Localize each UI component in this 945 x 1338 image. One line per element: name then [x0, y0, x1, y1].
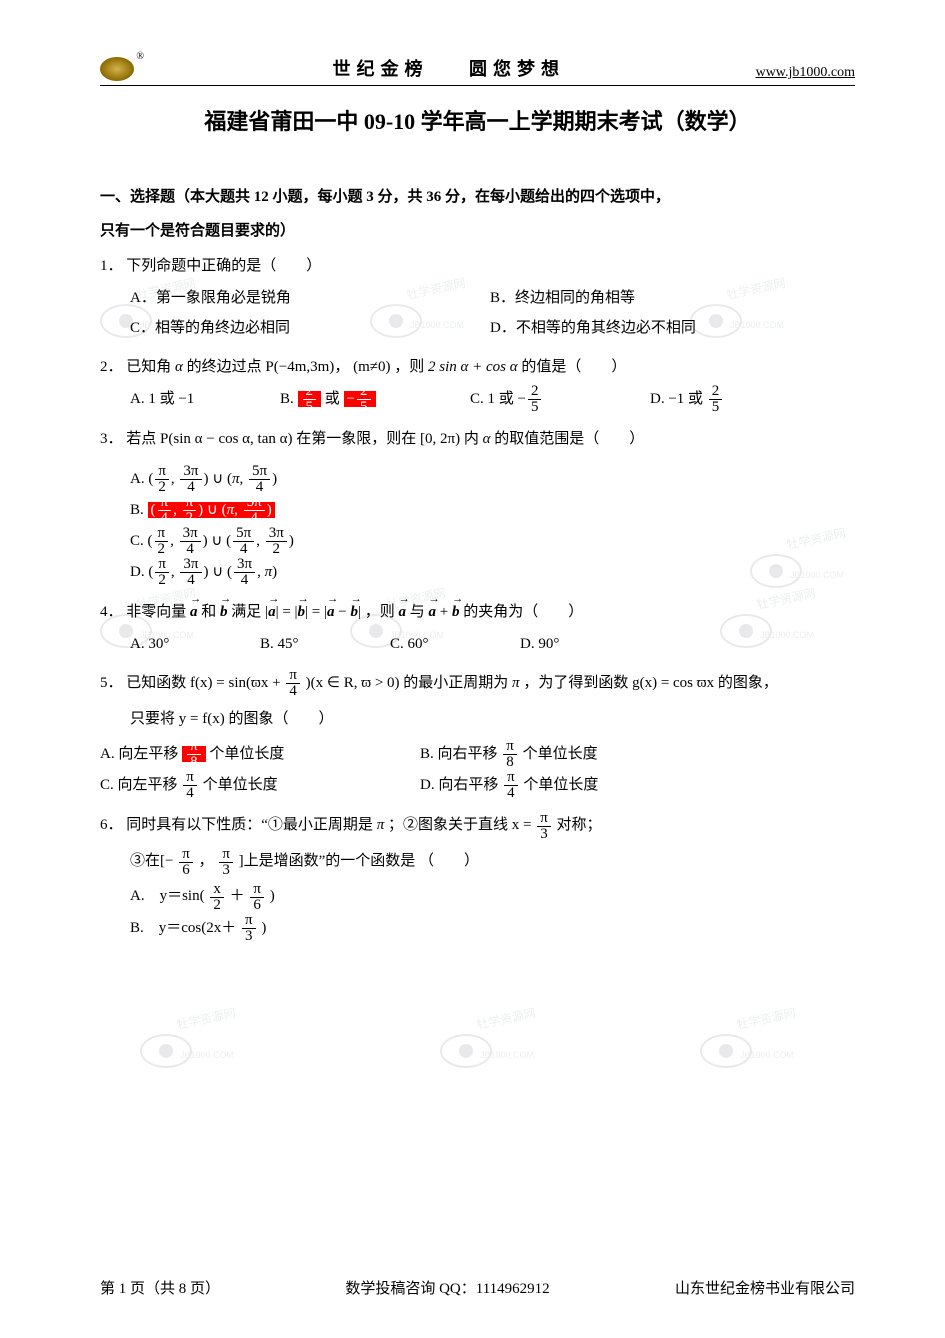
- question-2: 2． 已知角 α 的终边过点 P(−4m,3m)， (m≠0) ，则 2 sin…: [100, 351, 855, 415]
- option-C: C. (π2, 3π4) ∪ (5π4, 3π2): [130, 526, 450, 557]
- question-number: 2．: [100, 351, 123, 384]
- slogan-1: 世纪金榜: [333, 59, 429, 79]
- document-title: 福建省莆田一中 09-10 学年高一上学期期末考试（数学）: [100, 104, 855, 136]
- header-slogan: 世纪金榜 圆您梦想: [142, 55, 756, 81]
- option-D: D. 向右平移 π4 个单位长度: [420, 770, 680, 801]
- option-B: B. y＝cos(2x＋ π3 ): [130, 913, 450, 944]
- option-D: D. −1 或 25: [650, 384, 770, 415]
- question-stem: 已知角 α 的终边过点 P(−4m,3m)， (m≠0) ，则 2 sin α …: [126, 359, 626, 375]
- question-stem: 非零向量 a 和 b 满足 |a| = |b| = |a − b| ，则 a 与…: [126, 604, 583, 620]
- question-number: 3．: [100, 423, 123, 456]
- page-header: ® 世纪金榜 圆您梦想 www.jb1000.com: [100, 55, 855, 86]
- question-5: 5． 已知函数 f(x) = sin(ϖx + π4 )(x ∈ R, ϖ > …: [100, 667, 855, 801]
- question-number: 4．: [100, 596, 123, 629]
- slogan-2: 圆您梦想: [469, 59, 565, 79]
- option-A: A. y＝sin( x2 ＋ π6 ): [130, 881, 450, 912]
- watermark: 牡学资源网 JB1000.COM: [700, 1010, 820, 1080]
- question-number: 5．: [100, 667, 123, 700]
- watermark: 牡学资源网 JB1000.COM: [140, 1010, 260, 1080]
- option-B: B．终边相同的角相等: [490, 283, 690, 313]
- section-heading-line1: 一、选择题（本大题共 12 小题，每小题 3 分，共 36 分，在每小题给出的四…: [100, 182, 855, 212]
- question-stem-line2: ③在[− π6 ， π3 ]上是增函数”的一个函数是 （ ）: [130, 842, 855, 881]
- question-stem: 若点 P(sin α − cos α, tan α) 在第一象限，则在 [0, …: [126, 431, 644, 447]
- header-url: www.jb1000.com: [756, 65, 855, 81]
- question-number: 1．: [100, 250, 123, 283]
- option-B: B. (π4, π2) ∪ (π, 5π4): [130, 495, 450, 526]
- option-C: C. 向左平移 π4 个单位长度: [100, 770, 360, 801]
- footer-contact: 数学投稿咨询 QQ：1114962912: [345, 1277, 549, 1298]
- question-stem: 同时具有以下性质：“①最小正周期是 π ；②图象关于直线 x = π3 对称；: [126, 817, 601, 833]
- question-4: 4． 非零向量 a 和 b 满足 |a| = |b| = |a − b| ，则 …: [100, 596, 855, 659]
- page: 牡学资源网 JB1000.COM 牡学资源网 JB1000.COM 牡学资源网 …: [0, 0, 945, 1338]
- option-A: A. 1 或 −1: [130, 384, 240, 415]
- question-6: 6． 同时具有以下性质：“①最小正周期是 π ；②图象关于直线 x = π3 对…: [100, 809, 855, 943]
- option-C: C. 60°: [390, 629, 480, 659]
- option-C: C. 1 或 −25: [470, 384, 610, 415]
- question-stem: 下列命题中正确的是（ ）: [126, 258, 321, 274]
- footer-company: 山东世纪金榜书业有限公司: [675, 1277, 855, 1298]
- option-B: B. 45°: [260, 629, 350, 659]
- option-D: D．不相等的角其终边必不相同: [490, 313, 696, 343]
- option-D: D. 90°: [520, 629, 610, 659]
- option-A: A. (π2, 3π4) ∪ (π, 5π4): [130, 464, 450, 495]
- option-B: B. 25 或 −25: [280, 384, 430, 415]
- question-stem: 已知函数 f(x) = sin(ϖx + π4 )(x ∈ R, ϖ > 0) …: [126, 675, 778, 691]
- option-C: C．相等的角终边必相同: [130, 313, 330, 343]
- question-3: 3． 若点 P(sin α − cos α, tan α) 在第一象限，则在 […: [100, 423, 855, 588]
- brand-logo: ®: [100, 57, 134, 81]
- footer-page-number: 第 1 页（共 8 页）: [100, 1277, 220, 1298]
- question-stem-line2: 只要将 y = f(x) 的图象（ ）: [130, 700, 855, 739]
- watermark: 牡学资源网 JB1000.COM: [440, 1010, 560, 1080]
- page-footer: 第 1 页（共 8 页） 数学投稿咨询 QQ：1114962912 山东世纪金榜…: [100, 1277, 855, 1298]
- option-A: A. 向左平移 π8 个单位长度: [100, 739, 360, 770]
- option-D: D. (π2, 3π4) ∪ (3π4, π): [130, 557, 450, 588]
- question-number: 6．: [100, 809, 123, 842]
- question-1: 1． 下列命题中正确的是（ ） A．第一象限角必是锐角 B．终边相同的角相等 C…: [100, 250, 855, 343]
- option-A: A. 30°: [130, 629, 220, 659]
- section-heading-line2: 只有一个是符合题目要求的）: [100, 216, 855, 246]
- option-B: B. 向右平移 π8 个单位长度: [420, 739, 680, 770]
- option-A: A．第一象限角必是锐角: [130, 283, 330, 313]
